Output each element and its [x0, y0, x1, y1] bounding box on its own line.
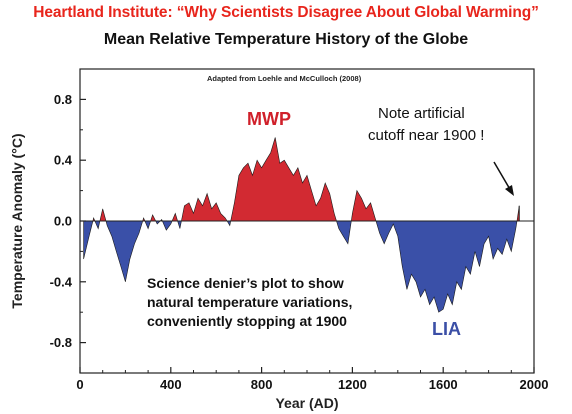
note-line-2: cutoff near 1900 ! [368, 127, 484, 144]
mwp-label: MWP [247, 109, 291, 129]
y-tick-label-1: 0.4 [54, 153, 73, 168]
denier-note-line-1: Science denier’s plot to show [147, 275, 344, 291]
cool-anomaly-area-6 [144, 220, 152, 230]
cool-anomaly-area-10 [161, 220, 173, 231]
cool-anomaly-area-12 [177, 220, 182, 229]
x-tick-label-4: 1600 [429, 377, 458, 392]
chart-title: Mean Relative Temperature History of the… [103, 31, 469, 48]
y-tick-label-3: -0.4 [50, 274, 73, 289]
cool-anomaly-area-18 [375, 220, 518, 313]
cool-anomaly-area-2 [94, 220, 101, 230]
cool-anomaly-area-0 [83, 220, 94, 260]
y-tick-label-0: 0.8 [54, 92, 72, 107]
x-tick-label-0: 0 [76, 377, 83, 392]
note-arrow-line [493, 161, 512, 192]
warm-anomaly-area-13 [181, 192, 228, 222]
x-axis-label: Year (AD) [275, 395, 338, 411]
x-tick-label-1: 400 [160, 377, 182, 392]
note-line-1: Note artificial [378, 105, 465, 122]
lia-label: LIA [432, 319, 461, 339]
area-layer [83, 137, 520, 313]
warm-anomaly-area-7 [150, 214, 157, 222]
y-tick-label-4: -0.8 [50, 335, 72, 350]
source-label: Adapted from Loehle and McCulloch (2008) [207, 74, 362, 83]
warm-anomaly-area-15 [230, 137, 337, 222]
warm-anomaly-area-3 [99, 208, 107, 222]
cool-anomaly-area-14 [226, 220, 232, 227]
warm-anomaly-area-11 [171, 212, 179, 222]
denier-note-line-3: conveniently stopping at 1900 [147, 313, 347, 329]
cool-anomaly-area-16 [336, 220, 352, 245]
y-axis-label: Temperature Anomaly (°C) [9, 133, 25, 308]
note-arrow-head [505, 185, 514, 196]
x-tick-label-2: 800 [251, 377, 273, 392]
x-tick-label-3: 1200 [338, 377, 367, 392]
y-tick-label-2: 0.0 [54, 214, 72, 229]
top-title: Heartland Institute: “Why Scientists Dis… [33, 4, 539, 21]
denier-note-line-2: natural temperature variations, [147, 294, 352, 310]
x-tick-label-5: 2000 [520, 377, 549, 392]
warm-anomaly-area-17 [350, 189, 377, 222]
cool-anomaly-area-4 [105, 220, 144, 282]
tick-layer: 0 400 800 1200 1600 2000 0.8 0.4 0.0 -0.4 -0.8 [50, 92, 549, 392]
